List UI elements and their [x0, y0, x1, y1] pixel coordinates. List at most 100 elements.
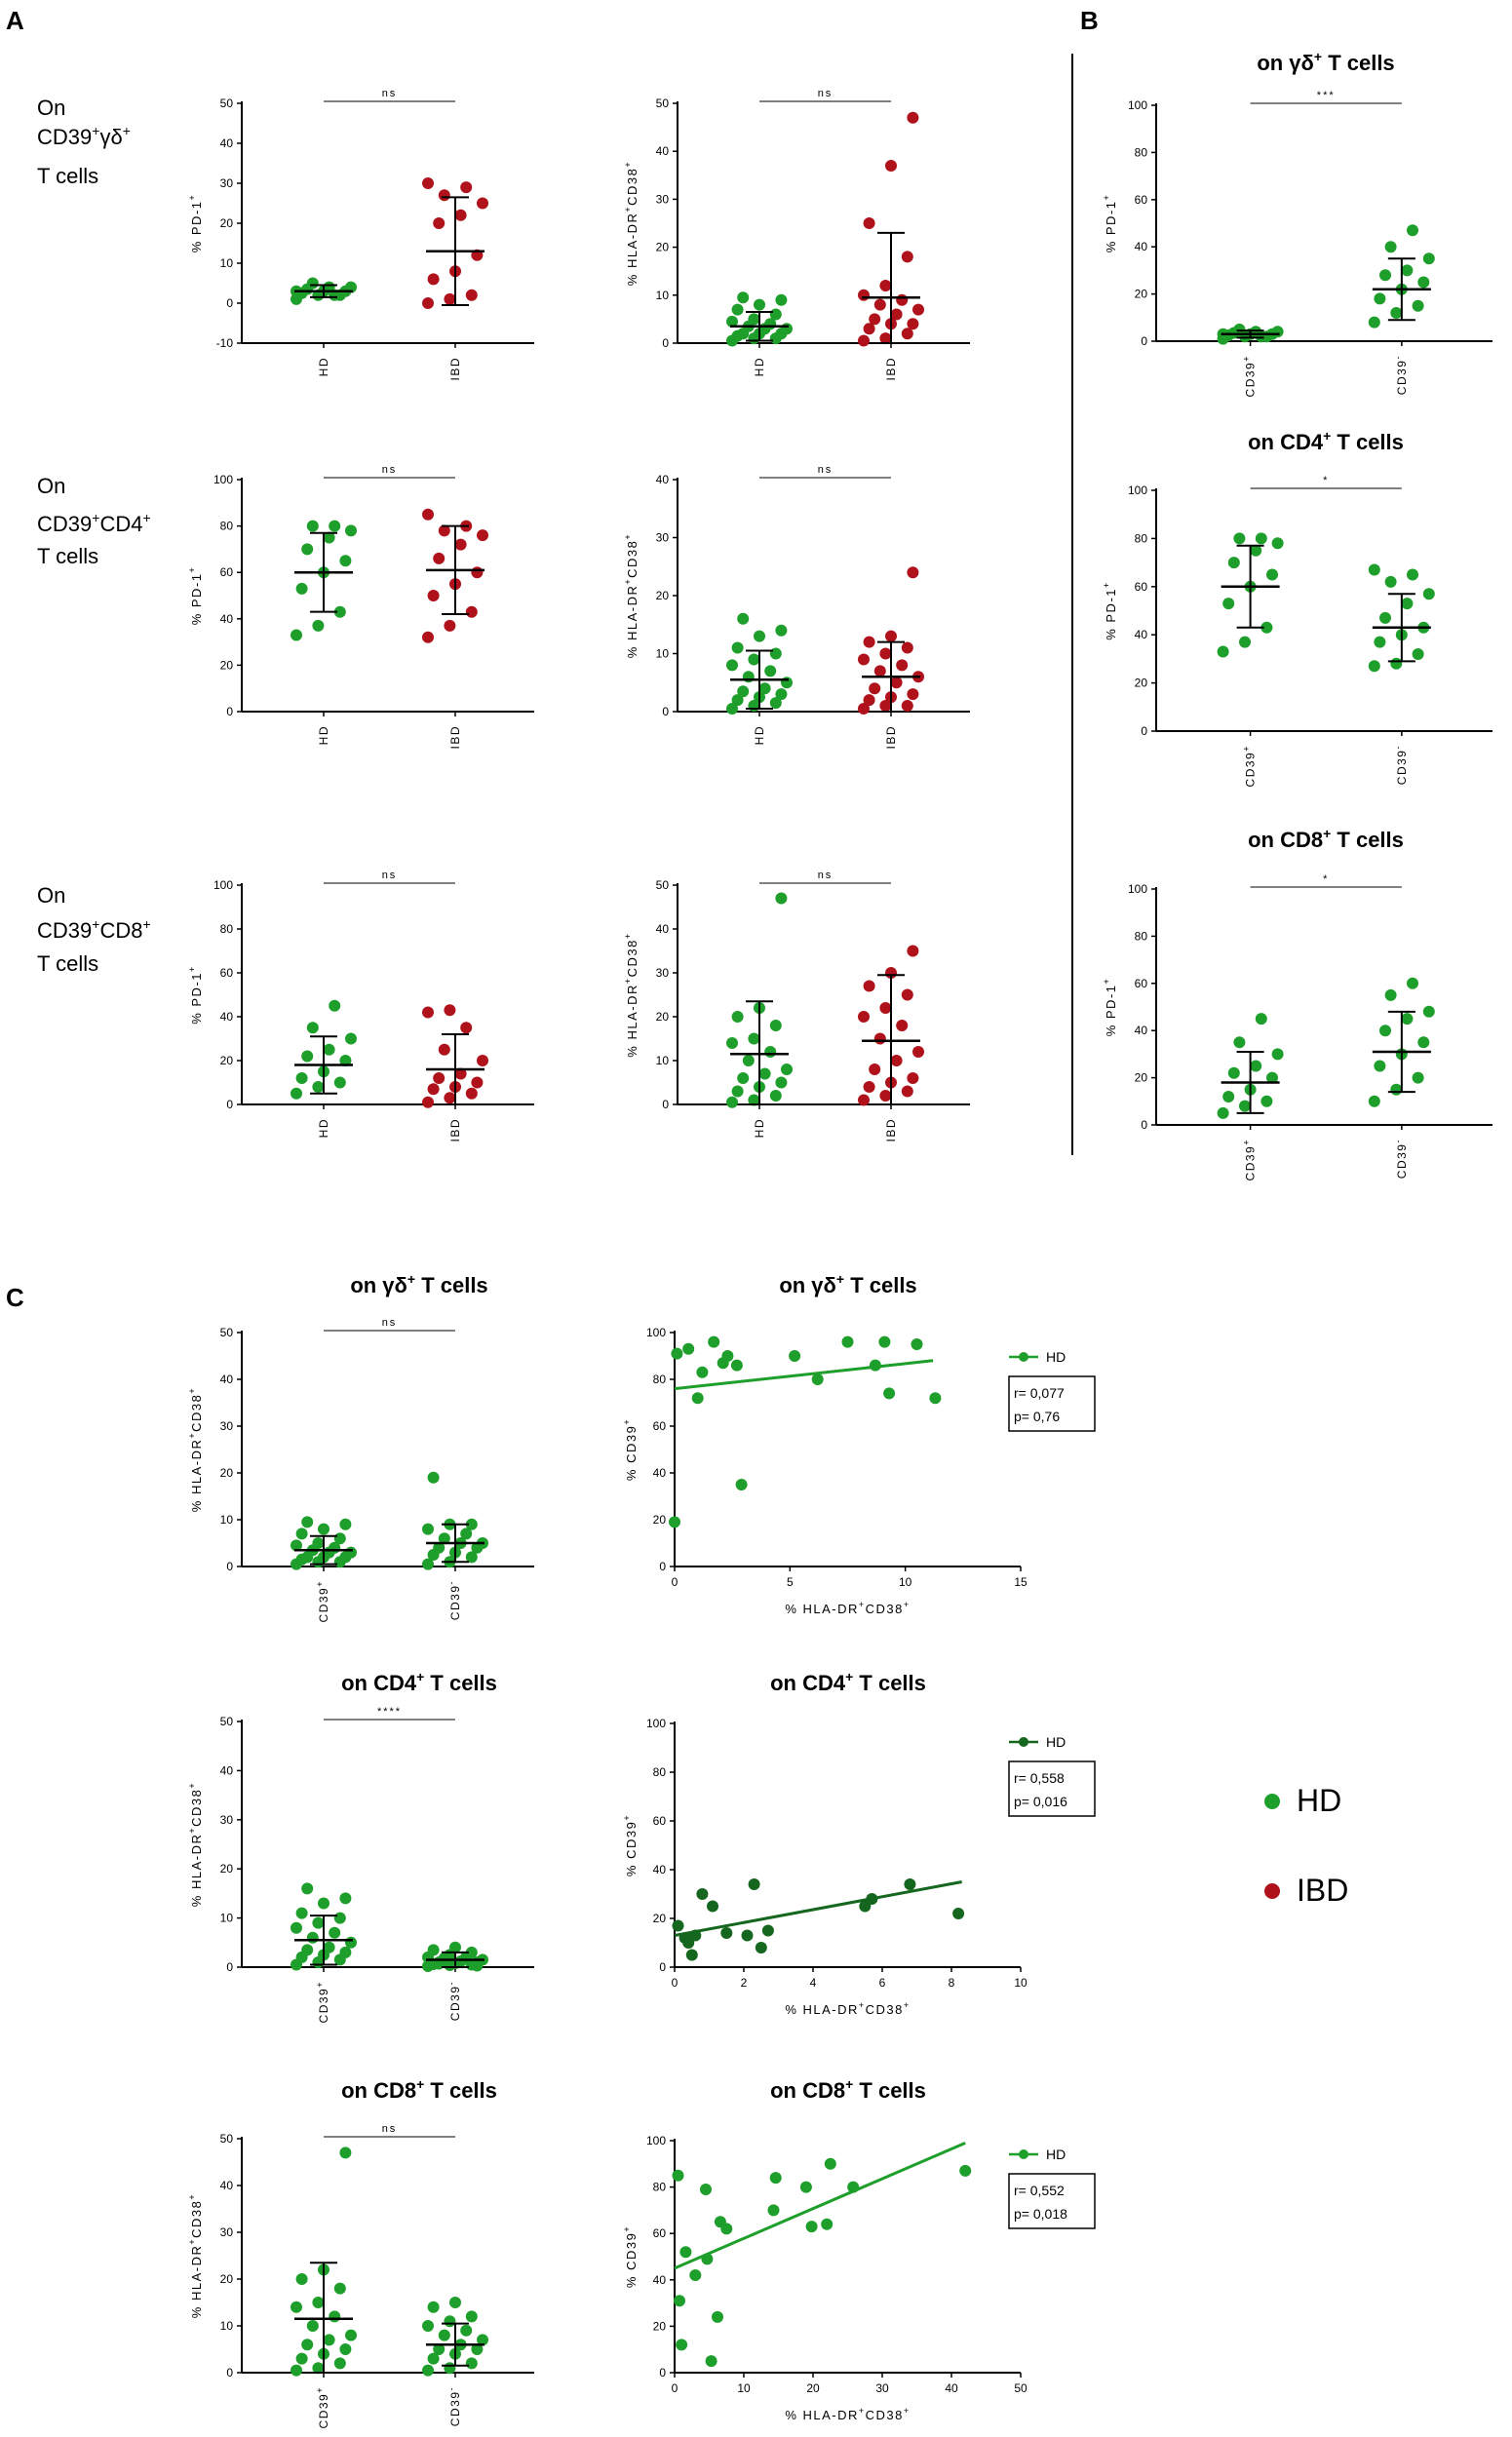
- y-tick-label: 30: [220, 1813, 234, 1827]
- data-point: [460, 1528, 473, 1540]
- data-point: [1384, 241, 1397, 253]
- data-point: [1255, 330, 1267, 343]
- data-point: [1422, 588, 1435, 600]
- y-tick-label: 0: [226, 1960, 233, 1974]
- data-point: [1401, 1013, 1414, 1025]
- data-point: [1412, 299, 1424, 312]
- data-point: [477, 197, 488, 210]
- row-label-gd: On CD39+γδ+ T cells: [37, 96, 131, 188]
- y-tick-label: 20: [656, 589, 670, 602]
- data-point: [339, 1946, 352, 1958]
- data-point: [769, 1020, 782, 1031]
- data-point: [449, 1941, 461, 1953]
- data-point: [1407, 977, 1418, 989]
- data-point: [306, 520, 319, 532]
- title-c-gd-scatter: on γδ+ T cells: [779, 1271, 916, 1297]
- y-tick-label: 100: [213, 473, 233, 486]
- data-point: [312, 2297, 325, 2308]
- title-c-gd-dot: on γδ+ T cells: [350, 1271, 487, 1297]
- data-point: [726, 315, 738, 328]
- chart-B1: 0 20 40 60 80 100 % PD-1+ CD39+ CD39- ***: [1102, 90, 1493, 397]
- data-point: [444, 1004, 456, 1017]
- data-point: [769, 1090, 782, 1102]
- data-point: [863, 217, 875, 229]
- data-point: [454, 1067, 467, 1080]
- y-tick-label: 40: [220, 136, 234, 150]
- legend-label: HD: [1046, 2147, 1066, 2162]
- data-point: [685, 1949, 698, 1961]
- data-point: [1217, 645, 1229, 658]
- data-point: [781, 323, 793, 335]
- x-tick-label: CD39+: [1242, 355, 1258, 397]
- data-point: [873, 1032, 886, 1045]
- y-tick-label: 40: [1135, 240, 1148, 253]
- chart-C4: 0 20 40 60 80 100 0 2 4 6 8 10 % CD39+ % HLA-DR+CD38+…: [622, 1717, 1096, 2017]
- data-point: [1271, 537, 1284, 550]
- data-point: [1239, 636, 1251, 648]
- group-legend: HD IBD: [1264, 1783, 1348, 1908]
- data-point: [345, 1936, 357, 1949]
- y-tick-label: 40: [220, 1373, 234, 1386]
- data-point: [465, 1946, 478, 1958]
- title-c-cd8-dot: on CD8+ T cells: [341, 2076, 497, 2103]
- data-point: [737, 1072, 750, 1084]
- y-tick-label: 40: [220, 1763, 234, 1777]
- legend-marker: [1019, 2149, 1028, 2159]
- data-point: [901, 1085, 913, 1098]
- y-axis-label: % PD-1+: [1102, 978, 1118, 1037]
- x-axis-label: % HLA-DR+CD38+: [785, 1600, 910, 1616]
- y-axis-label: % CD39+: [622, 2225, 639, 2288]
- y-tick-label: 0: [662, 705, 669, 718]
- data-point: [869, 1064, 881, 1075]
- y-tick-label: 10: [656, 1054, 670, 1067]
- data-point: [295, 2273, 308, 2285]
- svg-text:T cells: T cells: [37, 164, 98, 188]
- y-tick-label: 30: [656, 966, 670, 980]
- data-point: [873, 665, 886, 677]
- series-CD39-: [422, 1471, 488, 1570]
- y-tick-label: 20: [656, 1010, 670, 1024]
- data-point: [422, 297, 434, 309]
- x-axis-label: % HLA-DR+CD38+: [785, 2000, 910, 2017]
- data-point: [863, 323, 875, 335]
- x-tick-label: 10: [899, 1575, 912, 1589]
- x-tick-label: 0: [672, 1976, 678, 1990]
- x-tick-label: CD39-: [446, 1981, 462, 2021]
- data-point: [312, 1537, 325, 1549]
- data-point: [754, 630, 765, 642]
- regression-line: [674, 1359, 934, 1391]
- data-point: [427, 273, 440, 286]
- data-point: [907, 111, 919, 124]
- data-point: [454, 538, 467, 551]
- data-point: [438, 524, 450, 537]
- x-tick-label: CD39-: [446, 1580, 462, 1620]
- y-tick-label: 40: [1135, 628, 1148, 641]
- data-point: [465, 1087, 478, 1100]
- stats-p: p= 0,016: [1014, 1794, 1067, 1809]
- series-CD39-: [1368, 977, 1435, 1107]
- data-point: [821, 2218, 834, 2230]
- data-point: [907, 945, 919, 957]
- legend-label: HD: [1046, 1734, 1066, 1750]
- data-point: [422, 1096, 434, 1108]
- data-point: [890, 308, 903, 321]
- x-tick-label: CD39-: [446, 2386, 462, 2426]
- data-point: [1374, 292, 1386, 305]
- data-point: [449, 2297, 461, 2308]
- y-tick-label: 20: [653, 1513, 667, 1527]
- data-point: [1227, 557, 1240, 569]
- y-tick-label: 40: [656, 922, 670, 936]
- chart-A5: 0 20 40 60 80 100 % PD-1+ HD IBD ns: [187, 870, 534, 1142]
- data-point: [1250, 544, 1262, 557]
- data-point: [291, 2301, 302, 2313]
- data-point: [295, 1528, 308, 1540]
- data-point: [318, 1523, 330, 1535]
- data-point: [878, 1335, 891, 1348]
- chart-C5: 0 10 20 30 40 50 % HLA-DR+CD38+ CD39+ CD39- ns: [187, 2123, 534, 2428]
- title-c-cd8-scatter: on CD8+ T cells: [770, 2076, 926, 2103]
- y-tick-label: 50: [220, 97, 234, 110]
- chart-B3: 0 20 40 60 80 100 % PD-1+ CD39+ CD39- *: [1102, 873, 1493, 1180]
- data-point: [721, 1350, 734, 1362]
- data-point: [805, 2221, 818, 2233]
- data-point: [422, 2320, 434, 2332]
